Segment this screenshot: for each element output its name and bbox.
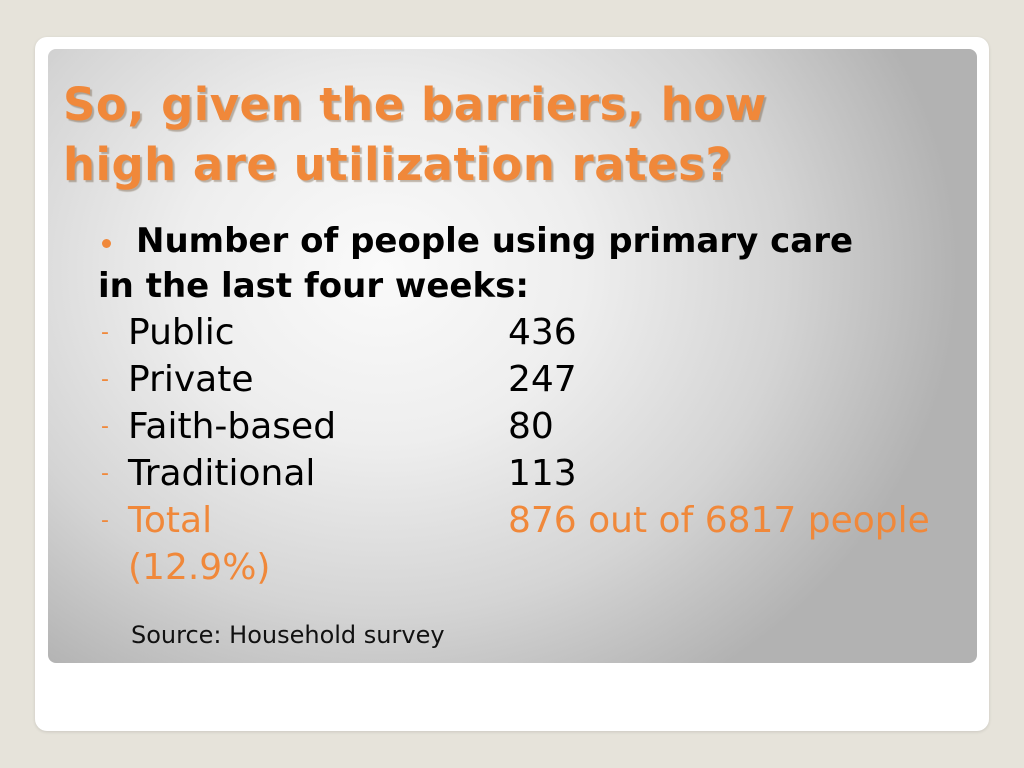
- title-line-2: high are utilization rates?: [63, 135, 767, 195]
- dash-icon: -: [101, 309, 109, 356]
- title-line-1: So, given the barriers, how: [63, 75, 767, 135]
- row-value: 113: [508, 450, 577, 497]
- list-item-private: - Private 247: [98, 356, 977, 403]
- total-label: Total: [128, 497, 212, 544]
- dash-icon: -: [101, 356, 109, 403]
- row-label: Traditional: [128, 450, 315, 497]
- lead-line-2: in the last four weeks:: [98, 264, 977, 309]
- list-item-total: - Total 876 out of 6817 people: [98, 497, 977, 544]
- slide-panel: So, given the barriers, how high are uti…: [48, 49, 977, 663]
- bullet-dot-icon: [102, 239, 111, 248]
- lead-bullet: Number of people using primary care in t…: [98, 219, 977, 309]
- row-value: 436: [508, 309, 577, 356]
- row-value: 80: [508, 403, 554, 450]
- row-value: 247: [508, 356, 577, 403]
- dash-icon: -: [101, 403, 109, 450]
- source-note: Source: Household survey: [131, 621, 445, 649]
- slide-content: Number of people using primary care in t…: [98, 219, 977, 591]
- list-item-public: - Public 436: [98, 309, 977, 356]
- dash-icon: -: [101, 450, 109, 497]
- row-label: Public: [128, 309, 235, 356]
- total-value: 876 out of 6817 people: [508, 497, 930, 544]
- row-label: Faith-based: [128, 403, 336, 450]
- list-item-traditional: - Traditional 113: [98, 450, 977, 497]
- list-item-faith-based: - Faith-based 80: [98, 403, 977, 450]
- total-percent: (12.9%): [98, 544, 977, 591]
- lead-line-1: Number of people using primary care: [136, 221, 853, 261]
- dash-icon: -: [101, 497, 109, 544]
- slide-title: So, given the barriers, how high are uti…: [63, 75, 767, 195]
- row-label: Private: [128, 356, 254, 403]
